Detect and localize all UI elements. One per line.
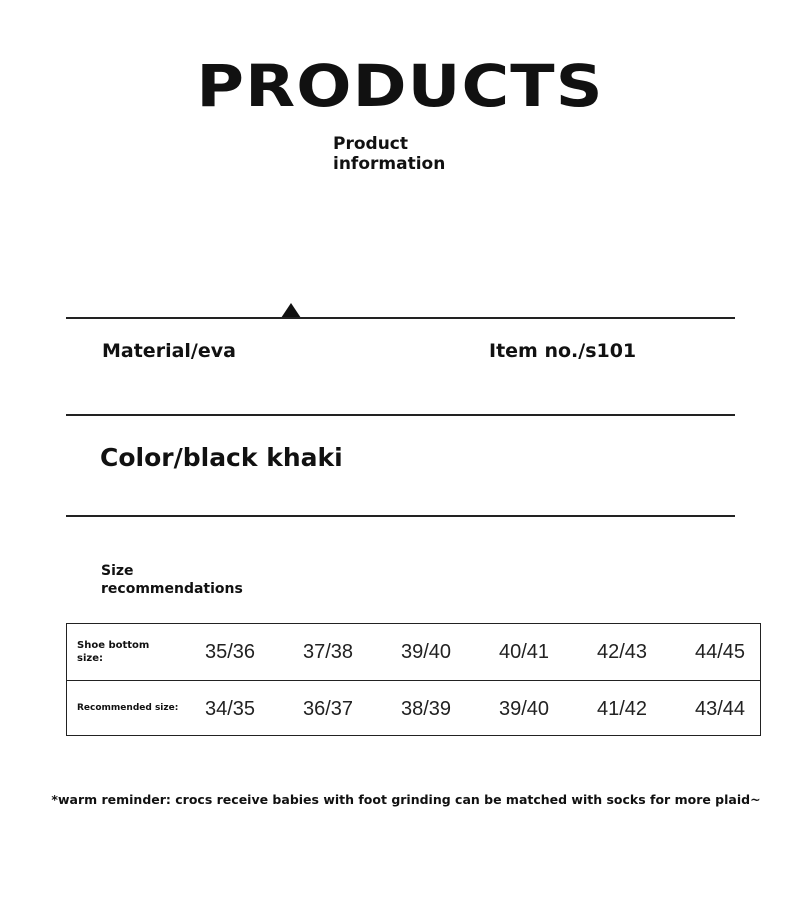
size-heading-line2: recommendations [101, 581, 243, 597]
table-cell: 39/40 [498, 698, 550, 720]
table-cell: 39/40 [400, 641, 452, 663]
row-label: Shoe bottom size: [77, 639, 149, 665]
table-cell: 35/36 [204, 641, 256, 663]
subtitle: Product information [333, 134, 473, 174]
table-cell: 42/43 [596, 641, 648, 663]
size-heading-line1: Size [101, 563, 134, 579]
size-table: Shoe bottom size: 35/36 37/38 39/40 40/4… [66, 623, 761, 736]
row-label-line1: Shoe bottom [77, 640, 150, 651]
divider [66, 317, 735, 319]
table-cell: 40/41 [498, 641, 550, 663]
subtitle-line1: Product [333, 134, 408, 154]
row-label-line2: size: [77, 653, 103, 664]
subtitle-line2: information [333, 154, 446, 174]
warm-reminder-note: *warm reminder: crocs receive babies wit… [51, 792, 761, 807]
triangle-marker-icon [281, 303, 301, 318]
table-cell: 37/38 [302, 641, 354, 663]
table-cell: 38/39 [400, 698, 452, 720]
table-cell: 34/35 [204, 698, 256, 720]
material-field: Material/eva [102, 340, 236, 362]
row-label: Recommended size: [77, 703, 179, 713]
page-title: PRODUCTS [196, 52, 604, 120]
table-row-recommended: Recommended size: 34/35 36/37 38/39 39/4… [67, 680, 760, 736]
table-cell: 36/37 [302, 698, 354, 720]
table-row-shoe-bottom: Shoe bottom size: 35/36 37/38 39/40 40/4… [67, 624, 760, 679]
table-cell: 41/42 [596, 698, 648, 720]
divider [66, 515, 735, 517]
item-number-field: Item no./s101 [489, 340, 637, 362]
table-cell: 43/44 [694, 698, 746, 720]
table-cell: 44/45 [694, 641, 746, 663]
divider [66, 414, 735, 416]
size-heading: Size recommendations [101, 562, 301, 598]
color-field: Color/black khaki [100, 443, 343, 472]
